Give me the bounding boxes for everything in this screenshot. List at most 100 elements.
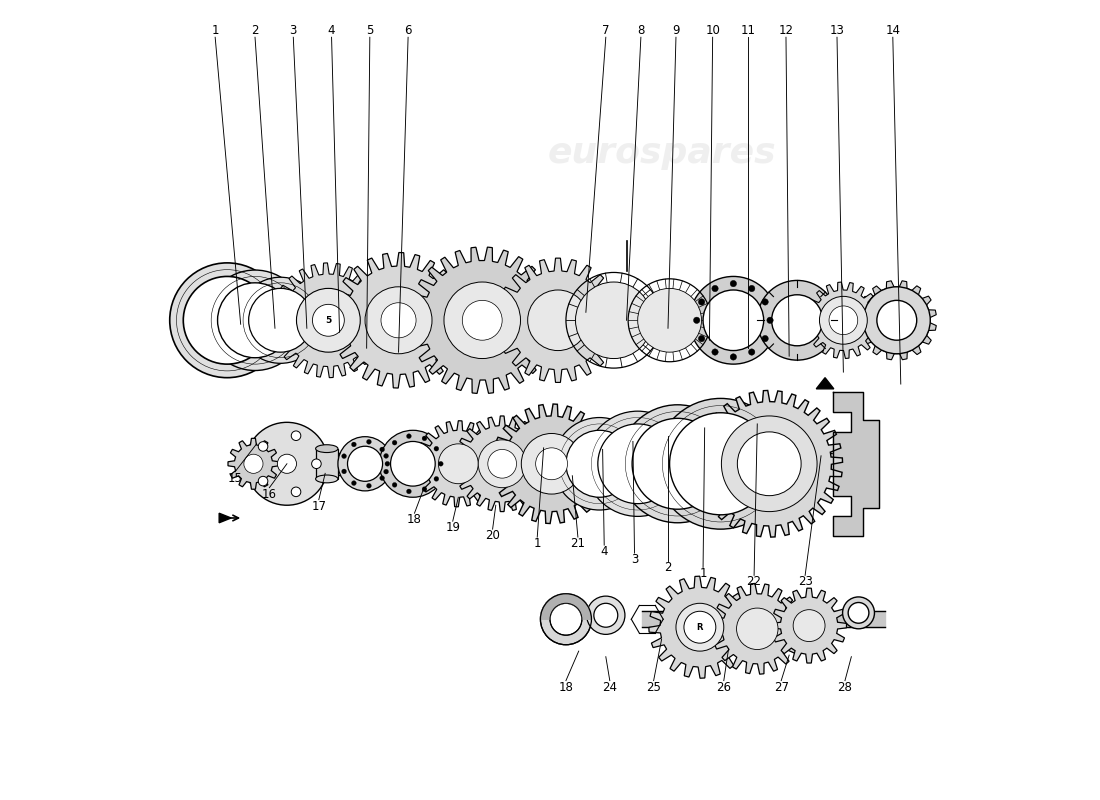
Circle shape bbox=[462, 300, 503, 340]
Circle shape bbox=[478, 440, 526, 488]
Polygon shape bbox=[696, 390, 843, 537]
Polygon shape bbox=[454, 416, 550, 511]
Circle shape bbox=[848, 602, 869, 623]
Polygon shape bbox=[416, 421, 502, 507]
Text: 14: 14 bbox=[886, 24, 900, 38]
Circle shape bbox=[762, 335, 768, 342]
Text: 24: 24 bbox=[603, 681, 617, 694]
Text: 22: 22 bbox=[747, 575, 761, 588]
Polygon shape bbox=[496, 258, 620, 382]
Polygon shape bbox=[540, 594, 592, 619]
Text: 23: 23 bbox=[798, 575, 813, 588]
Text: 28: 28 bbox=[837, 681, 852, 694]
Circle shape bbox=[793, 610, 825, 642]
Text: 11: 11 bbox=[740, 24, 756, 38]
Circle shape bbox=[540, 594, 592, 645]
Circle shape bbox=[585, 411, 691, 516]
Ellipse shape bbox=[316, 445, 338, 453]
Circle shape bbox=[439, 462, 443, 466]
Circle shape bbox=[393, 482, 397, 487]
Polygon shape bbox=[805, 282, 881, 358]
Circle shape bbox=[553, 418, 646, 510]
Polygon shape bbox=[271, 263, 386, 378]
Text: 3: 3 bbox=[630, 553, 638, 566]
Circle shape bbox=[366, 483, 372, 488]
Circle shape bbox=[245, 422, 329, 506]
Polygon shape bbox=[409, 247, 556, 394]
Circle shape bbox=[184, 277, 271, 364]
Text: 6: 6 bbox=[405, 24, 411, 38]
Text: 3: 3 bbox=[289, 24, 297, 38]
Circle shape bbox=[434, 477, 439, 482]
Circle shape bbox=[690, 277, 778, 364]
Text: 27: 27 bbox=[773, 681, 789, 694]
Circle shape bbox=[877, 300, 916, 340]
Circle shape bbox=[444, 282, 520, 358]
Text: 5: 5 bbox=[366, 24, 374, 38]
Circle shape bbox=[698, 298, 705, 305]
Circle shape bbox=[684, 611, 716, 643]
Circle shape bbox=[422, 486, 427, 491]
Circle shape bbox=[820, 296, 867, 344]
Circle shape bbox=[618, 405, 737, 522]
Circle shape bbox=[829, 306, 858, 334]
Circle shape bbox=[352, 442, 356, 447]
Ellipse shape bbox=[316, 475, 338, 483]
Text: 17: 17 bbox=[311, 500, 327, 513]
Text: 1: 1 bbox=[211, 24, 219, 38]
Text: 8: 8 bbox=[637, 24, 645, 38]
Circle shape bbox=[342, 469, 346, 474]
Circle shape bbox=[703, 290, 763, 350]
Circle shape bbox=[487, 450, 517, 478]
Circle shape bbox=[656, 398, 786, 529]
Text: 20: 20 bbox=[485, 529, 501, 542]
Circle shape bbox=[698, 335, 705, 342]
Circle shape bbox=[249, 288, 312, 352]
Circle shape bbox=[843, 597, 874, 629]
Polygon shape bbox=[492, 404, 612, 523]
Text: 10: 10 bbox=[705, 24, 720, 38]
Circle shape bbox=[748, 349, 755, 355]
Text: 5: 5 bbox=[326, 316, 331, 325]
Circle shape bbox=[638, 288, 702, 352]
Circle shape bbox=[575, 282, 652, 358]
Text: 4: 4 bbox=[601, 545, 608, 558]
Polygon shape bbox=[833, 392, 879, 535]
Circle shape bbox=[407, 489, 411, 494]
Circle shape bbox=[550, 603, 582, 635]
Circle shape bbox=[722, 416, 817, 512]
Text: R: R bbox=[696, 622, 703, 632]
Circle shape bbox=[712, 349, 718, 355]
Polygon shape bbox=[228, 438, 279, 490]
Circle shape bbox=[632, 418, 723, 510]
Circle shape bbox=[365, 286, 432, 354]
Circle shape bbox=[712, 286, 718, 292]
Circle shape bbox=[385, 462, 389, 466]
Polygon shape bbox=[219, 514, 231, 522]
Text: 16: 16 bbox=[262, 488, 277, 501]
Circle shape bbox=[348, 446, 383, 482]
Circle shape bbox=[434, 446, 439, 451]
Circle shape bbox=[407, 434, 411, 438]
Circle shape bbox=[218, 283, 293, 358]
Circle shape bbox=[693, 317, 700, 323]
Circle shape bbox=[771, 294, 823, 346]
Circle shape bbox=[390, 442, 436, 486]
Circle shape bbox=[586, 596, 625, 634]
Circle shape bbox=[379, 476, 385, 481]
Text: eurospares: eurospares bbox=[220, 279, 449, 314]
Text: 12: 12 bbox=[779, 24, 793, 38]
Text: 19: 19 bbox=[446, 521, 460, 534]
Circle shape bbox=[439, 444, 478, 484]
Circle shape bbox=[338, 437, 393, 491]
Circle shape bbox=[536, 448, 568, 480]
Text: 9: 9 bbox=[672, 24, 680, 38]
Circle shape bbox=[238, 278, 323, 363]
Text: 1: 1 bbox=[534, 537, 541, 550]
Circle shape bbox=[762, 298, 768, 305]
Circle shape bbox=[292, 487, 300, 497]
Circle shape bbox=[205, 270, 306, 370]
Circle shape bbox=[730, 281, 737, 286]
Circle shape bbox=[311, 459, 321, 469]
Polygon shape bbox=[857, 281, 936, 360]
